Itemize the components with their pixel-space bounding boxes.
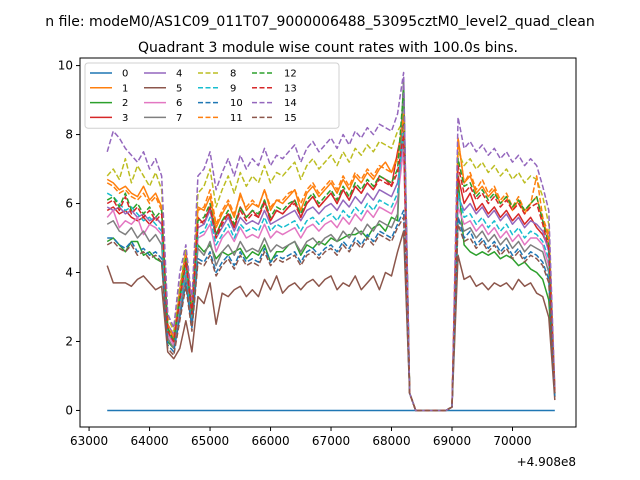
y-tick-label-0: 0 [65,403,73,417]
series-line-9 [106,126,556,412]
legend-label-11: 11 [230,113,243,124]
series-line-11 [106,113,556,412]
legend-label-6: 6 [176,98,182,109]
y-tick-label-4: 4 [65,266,73,280]
y-tick-label-8: 8 [65,128,73,142]
legend-label-8: 8 [230,69,236,80]
x-axis: 63000 64000 65000 66000 67000 68000 69000 70000 [70,427,532,448]
x-tick-label-68000: 68000 [372,434,410,448]
legend-label-7: 7 [176,113,182,124]
y-axis: 0 2 4 6 8 10 [58,59,80,417]
x-axis-offset-label: +4.908e8 [517,455,576,469]
series-line-7 [106,78,556,412]
legend-label-3: 3 [122,113,128,124]
legend-label-10: 10 [230,98,243,109]
legend-box [84,62,340,129]
legend-label-12: 12 [284,69,297,80]
plot-series [106,71,556,412]
series-line-15 [106,216,556,412]
y-tick-label-6: 6 [65,197,73,211]
x-tick-label-64000: 64000 [130,434,168,448]
chart-title: Quadrant 3 module wise count rates with … [138,40,518,56]
series-line-13 [106,133,556,412]
y-tick-label-2: 2 [65,334,73,348]
series-line-1 [106,116,556,412]
legend-label-5: 5 [176,83,182,94]
legend-label-13: 13 [284,83,297,94]
plot-area-frame [79,57,577,428]
legend-label-14: 14 [284,98,297,109]
series-line-3 [106,123,556,412]
legend-label-1: 1 [122,83,128,94]
x-tick-label-65000: 65000 [191,434,229,448]
y-tick-label-10: 10 [58,59,73,73]
x-tick-label-69000: 69000 [433,434,471,448]
series-line-14 [106,71,556,412]
series-line-6 [106,147,556,412]
x-tick-label-66000: 66000 [251,434,289,448]
series-line-12 [106,88,556,412]
series-line-5 [106,230,556,412]
x-tick-label-63000: 63000 [70,434,108,448]
legend-label-2: 2 [122,98,128,109]
figure-suptitle: n file: modeM0/AS1C09_011T07_9000006488_… [45,14,594,30]
x-tick-label-70000: 70000 [493,434,531,448]
legend-label-0: 0 [122,69,128,80]
legend-label-9: 9 [230,83,236,94]
legend-label-4: 4 [176,69,182,80]
x-tick-label-67000: 67000 [312,434,350,448]
legend-label-15: 15 [284,113,297,124]
series-line-8 [106,120,556,412]
